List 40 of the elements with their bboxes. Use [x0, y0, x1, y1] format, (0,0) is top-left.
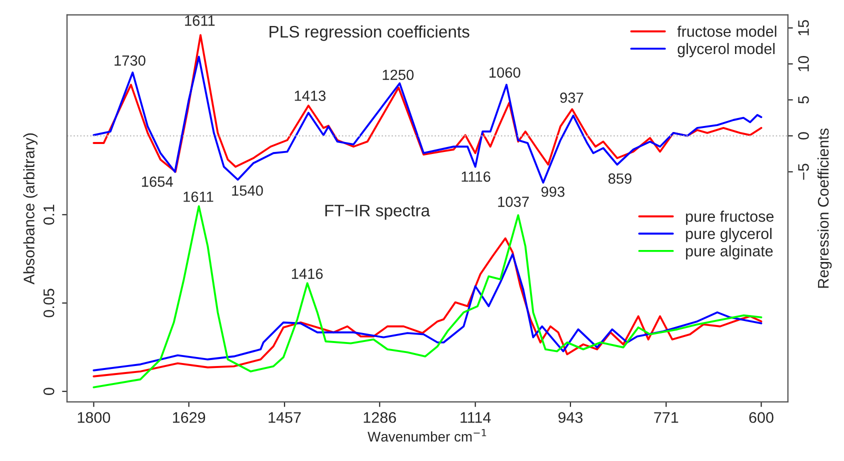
x-tick-label: 1114: [460, 412, 491, 423]
annotation: 1730: [114, 55, 146, 66]
annotation: 937: [560, 92, 584, 103]
annotation: 1060: [490, 67, 520, 78]
y2-tick-label: 10: [798, 56, 809, 72]
x-tick-label: 1800: [78, 412, 110, 423]
annotation: 1611: [184, 192, 214, 202]
x-tick-label: 771: [654, 412, 678, 423]
annotation: 1540: [232, 185, 263, 196]
annotation: 859: [608, 173, 632, 184]
x-tick-label: 600: [749, 412, 774, 423]
legend-label: pure alginate: [686, 245, 773, 260]
y2-tick-label: 5: [798, 96, 809, 104]
annotation: 1413: [294, 90, 326, 101]
annotation: 1416: [292, 268, 323, 279]
annotation: 993: [541, 186, 564, 197]
y2-axis-title: Regression Coefficients: [817, 128, 832, 288]
x-tick-label: 943: [558, 412, 583, 423]
annotation: PLS regression coefficients: [270, 25, 470, 41]
x-tick-label: 1629: [173, 412, 206, 423]
legend-label: fructose model: [677, 26, 776, 37]
x-tick-label: 1457: [268, 412, 301, 423]
y2-tick-label: −5: [798, 164, 809, 180]
annotation: 1654: [142, 176, 173, 187]
y2-tick-label: 15: [798, 20, 809, 36]
y-tick-label: 0.1: [43, 204, 54, 225]
y2-tick-label: 0: [798, 132, 809, 140]
legend-label: pure fructose: [686, 210, 774, 225]
annotation: 1611: [185, 16, 215, 26]
x-axis-title: Wavenumber cm$^{−1}$: [368, 429, 486, 442]
y-tick-label: 0: [43, 388, 54, 396]
x-tick-label: 1286: [364, 412, 396, 423]
annotation: 1250: [382, 70, 414, 80]
y-axis-title: Absorbance (arbitrary): [23, 133, 38, 284]
legend-label: glycerol model: [678, 42, 775, 58]
legend-label: pure glycerol: [686, 228, 772, 242]
annotation: 1116: [462, 172, 490, 182]
annotation: FT−IR spectra: [325, 204, 430, 220]
y-tick-label: 0.05: [43, 288, 54, 318]
annotation: 1037: [498, 196, 529, 207]
